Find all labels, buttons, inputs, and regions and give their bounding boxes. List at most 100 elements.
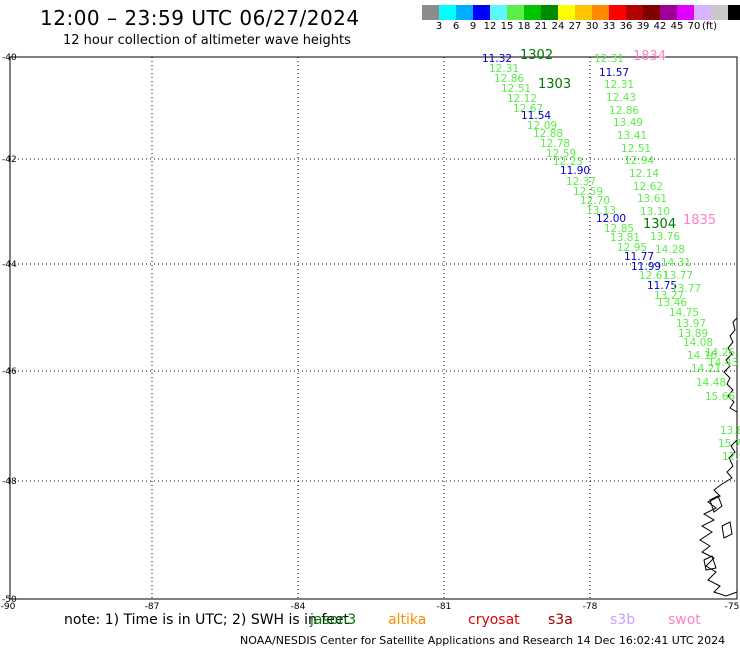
colorbar-swatch <box>660 5 677 20</box>
wave-height-label: 13.49 <box>613 117 643 129</box>
wave-height-label: 12.00 <box>596 213 626 225</box>
map-title: 12:00 – 23:59 UTC 06/27/2024 <box>40 6 360 30</box>
wave-height-label: 12.37 <box>566 176 596 188</box>
pass-id-label: 1303 <box>538 77 571 92</box>
wave-height-label: 12.86 <box>609 105 639 117</box>
wave-height-label: 12.31 <box>604 79 634 91</box>
colorbar-label: 24 <box>551 21 565 32</box>
wave-height-label: 12.94 <box>624 155 654 167</box>
note-text: note: 1) Time is in UTC; 2) SWH is in fe… <box>64 612 350 628</box>
colorbar-label: 42 <box>653 21 667 32</box>
pass-id-label: 1304 <box>643 217 676 232</box>
lon-tick-label: -81 <box>437 602 452 610</box>
island-3 <box>703 555 717 571</box>
wave-height-label: 11.99 <box>631 261 661 273</box>
coastline-south <box>699 439 738 597</box>
colorbar-label: 21 <box>534 21 548 32</box>
wave-height-label: 12.14 <box>629 168 659 180</box>
wave-height-label: 11.77 <box>624 251 654 263</box>
wave-height-label: 12.70 <box>580 195 610 207</box>
wave-height-label: 13.89 <box>678 328 708 340</box>
colorbar-label: 18 <box>517 21 531 32</box>
lon-tick-label: -87 <box>145 602 160 610</box>
colorbar-swatch <box>711 5 728 20</box>
axis-tick-labels: -40 -42 -44 -46 -48 -50-90 -87 -84 -81 -78 -75 <box>1 53 740 610</box>
lon-tick-label: -84 <box>291 602 306 610</box>
colorbar-unit: (ft) <box>702 21 718 32</box>
island-1 <box>709 495 723 513</box>
wave-height-label: 12.61 <box>639 270 669 282</box>
lat-tick-label: -42 <box>2 155 17 165</box>
wave-height-label: 12.23 <box>553 156 583 168</box>
coastline <box>699 317 738 597</box>
wave-height-label: 13.77 <box>663 270 693 282</box>
wave-height-label: 12.12 <box>507 93 537 105</box>
wave-height-label: 12.85 <box>604 223 634 235</box>
wave-height-label: 13.61 <box>637 193 667 205</box>
colorbar-label: 33 <box>602 21 616 32</box>
wave-height-label: 12.78 <box>540 138 570 150</box>
colorbar-label: 15 <box>500 21 514 32</box>
wave-height-label: 15.7 <box>718 438 740 450</box>
wave-height-colorbar <box>422 5 740 20</box>
wave-height-label: 12.9 <box>722 451 740 463</box>
colorbar-label: 30 <box>585 21 599 32</box>
wave-height-label: 13.41 <box>617 130 647 142</box>
wave-height-label: 12.95 <box>617 242 647 254</box>
colorbar-swatch <box>439 5 456 20</box>
colorbar-label: 70 <box>687 21 701 32</box>
wave-height-label: 14.31 <box>661 257 691 269</box>
colorbar-swatch <box>507 5 524 20</box>
map-frame <box>9 56 738 600</box>
colorbar-swatch <box>541 5 558 20</box>
colorbar-swatch <box>422 5 439 20</box>
colorbar-label: 45 <box>670 21 684 32</box>
wave-height-label: 11.90 <box>560 165 590 177</box>
lat-tick-label: -46 <box>2 367 17 377</box>
wave-height-label: 13.97 <box>676 318 706 330</box>
wave-height-label: 14.08 <box>683 337 713 349</box>
colorbar-swatch <box>643 5 660 20</box>
wave-height-label: 12.51 <box>501 83 531 95</box>
lon-tick-label: -78 <box>583 602 598 610</box>
colorbar-swatch <box>728 5 740 20</box>
colorbar-swatch <box>677 5 694 20</box>
colorbar-swatch <box>694 5 711 20</box>
wave-height-label: 15.66 <box>705 391 735 403</box>
colorbar-swatch <box>558 5 575 20</box>
satellite-legend-item: swot <box>668 612 701 628</box>
wave-height-label: 12.09 <box>527 120 557 132</box>
colorbar-swatch <box>490 5 507 20</box>
lat-tick-label: -40 <box>2 53 17 63</box>
wave-height-label: 12.43 <box>606 92 636 104</box>
wave-height-label: 12.88 <box>533 128 563 140</box>
wave-height-label: 13.76 <box>650 231 680 243</box>
wave-height-label: 13.81 <box>610 232 640 244</box>
coastline-north <box>723 317 738 413</box>
satellite-legend-item: cryosat <box>468 612 520 628</box>
colorbar-label: 39 <box>636 21 650 32</box>
wave-height-label: 14.48 <box>696 377 726 389</box>
colorbar-label: 27 <box>568 21 582 32</box>
lat-tick-label: -50 <box>2 595 17 605</box>
wave-height-label: 13.27 <box>654 290 684 302</box>
satellite-legend: jason3 altika cryosat s3a s3b swot <box>0 612 740 632</box>
colorbar-swatch <box>473 5 490 20</box>
colorbar-swatch <box>456 5 473 20</box>
wave-height-label: 14.16 <box>687 350 717 362</box>
wave-height-label: 14.26 <box>705 347 735 359</box>
pass-id-label: 1302 <box>520 48 553 63</box>
wave-height-label: 13.10 <box>640 206 670 218</box>
wave-height-label: 11.57 <box>599 67 629 79</box>
pass-id-label: 1835 <box>683 213 716 228</box>
lon-tick-label: -90 <box>1 602 16 610</box>
wave-height-label: 12.51 <box>621 143 651 155</box>
colorbar-label: 3 <box>435 21 443 32</box>
colorbar-swatch <box>626 5 643 20</box>
wave-height-label: 11.54 <box>521 110 551 122</box>
island-2 <box>721 521 733 539</box>
map-subtitle: 12 hour collection of altimeter wave hei… <box>63 33 351 48</box>
wave-height-label: 12.31 <box>594 53 624 65</box>
satellite-legend-item: jason3 <box>310 612 357 628</box>
wave-height-label: 12.59 <box>573 186 603 198</box>
